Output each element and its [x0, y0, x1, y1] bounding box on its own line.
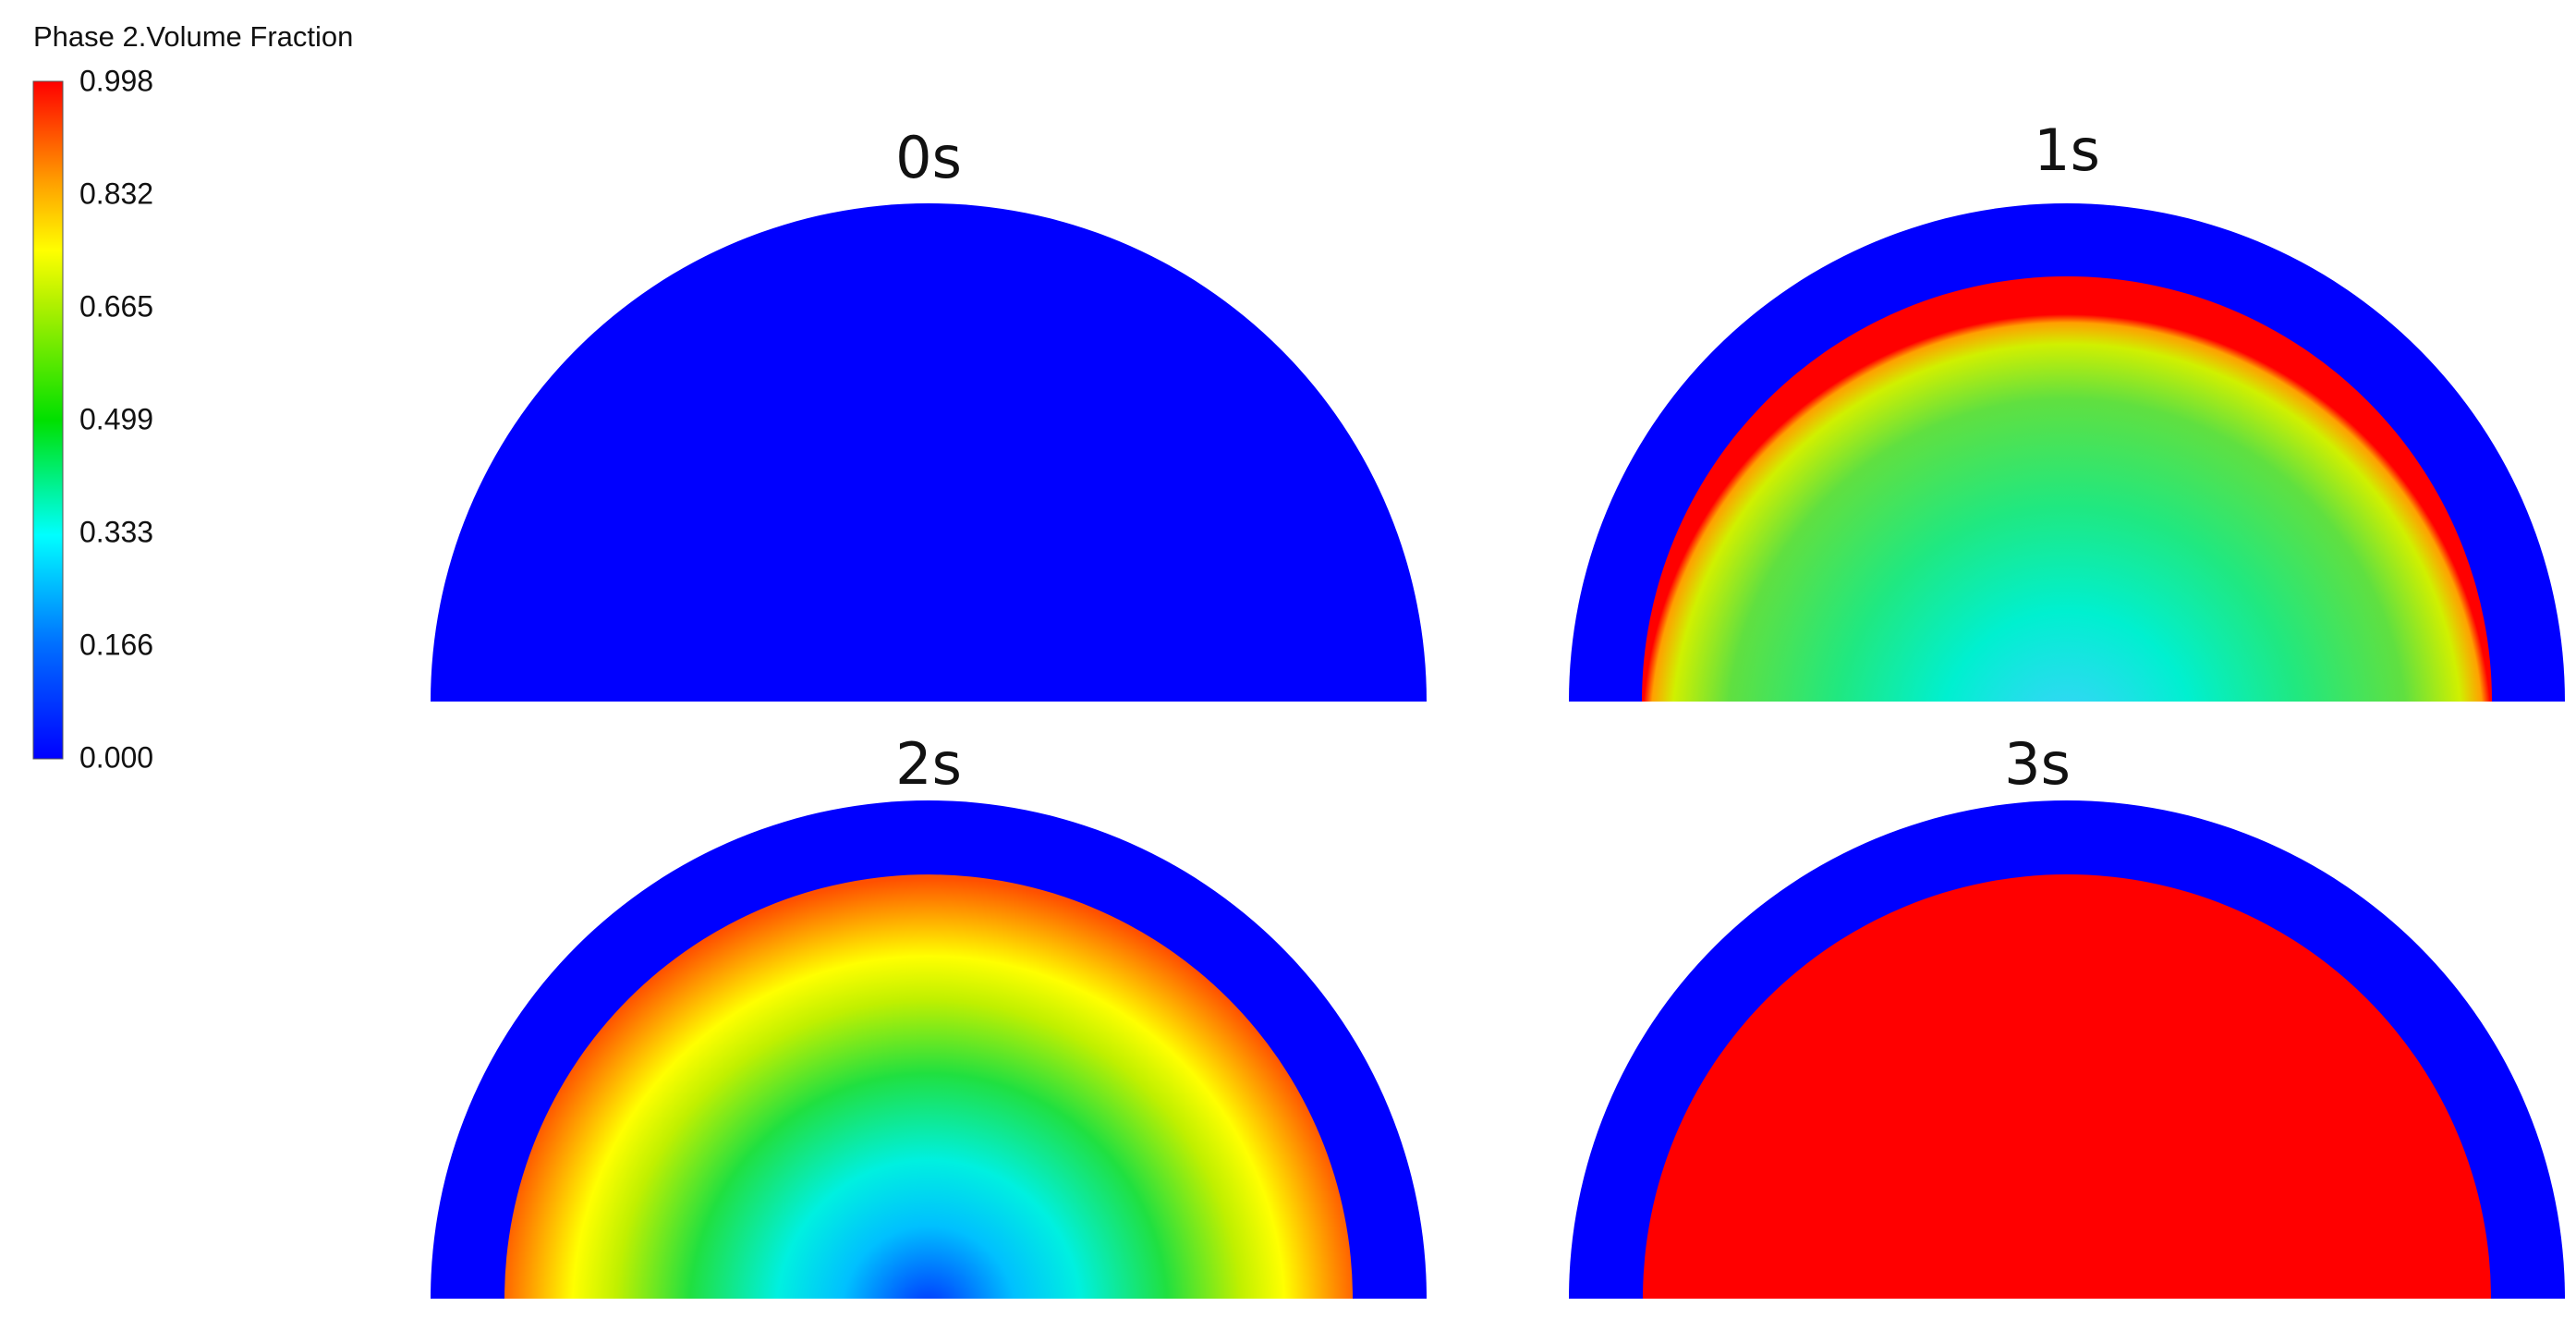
panel-label: 0s: [895, 124, 962, 191]
contour-domain: [431, 203, 1427, 702]
panel-label: 2s: [895, 730, 962, 798]
tick-label: 0.166: [79, 628, 153, 661]
contour-fluid: [1642, 276, 2492, 702]
tick-label: 0.000: [79, 740, 153, 774]
legend-title: Phase 2.Volume Fraction: [33, 20, 353, 53]
panel-label: 3s: [2004, 730, 2071, 798]
tick-label: 0.499: [79, 402, 153, 435]
tick-label: 0.665: [79, 289, 153, 323]
panel-label: 1s: [2034, 116, 2100, 184]
tick-label: 0.832: [79, 177, 153, 210]
colorbar: [32, 80, 64, 760]
tick-label: 0.998: [79, 64, 153, 97]
colorbar-ticks: 0.998 0.832 0.665 0.499 0.333 0.166 0.00…: [79, 64, 153, 774]
tick-label: 0.333: [79, 515, 153, 548]
contour-fluid: [1643, 874, 2491, 1299]
contour-fluid: [504, 874, 1353, 1299]
